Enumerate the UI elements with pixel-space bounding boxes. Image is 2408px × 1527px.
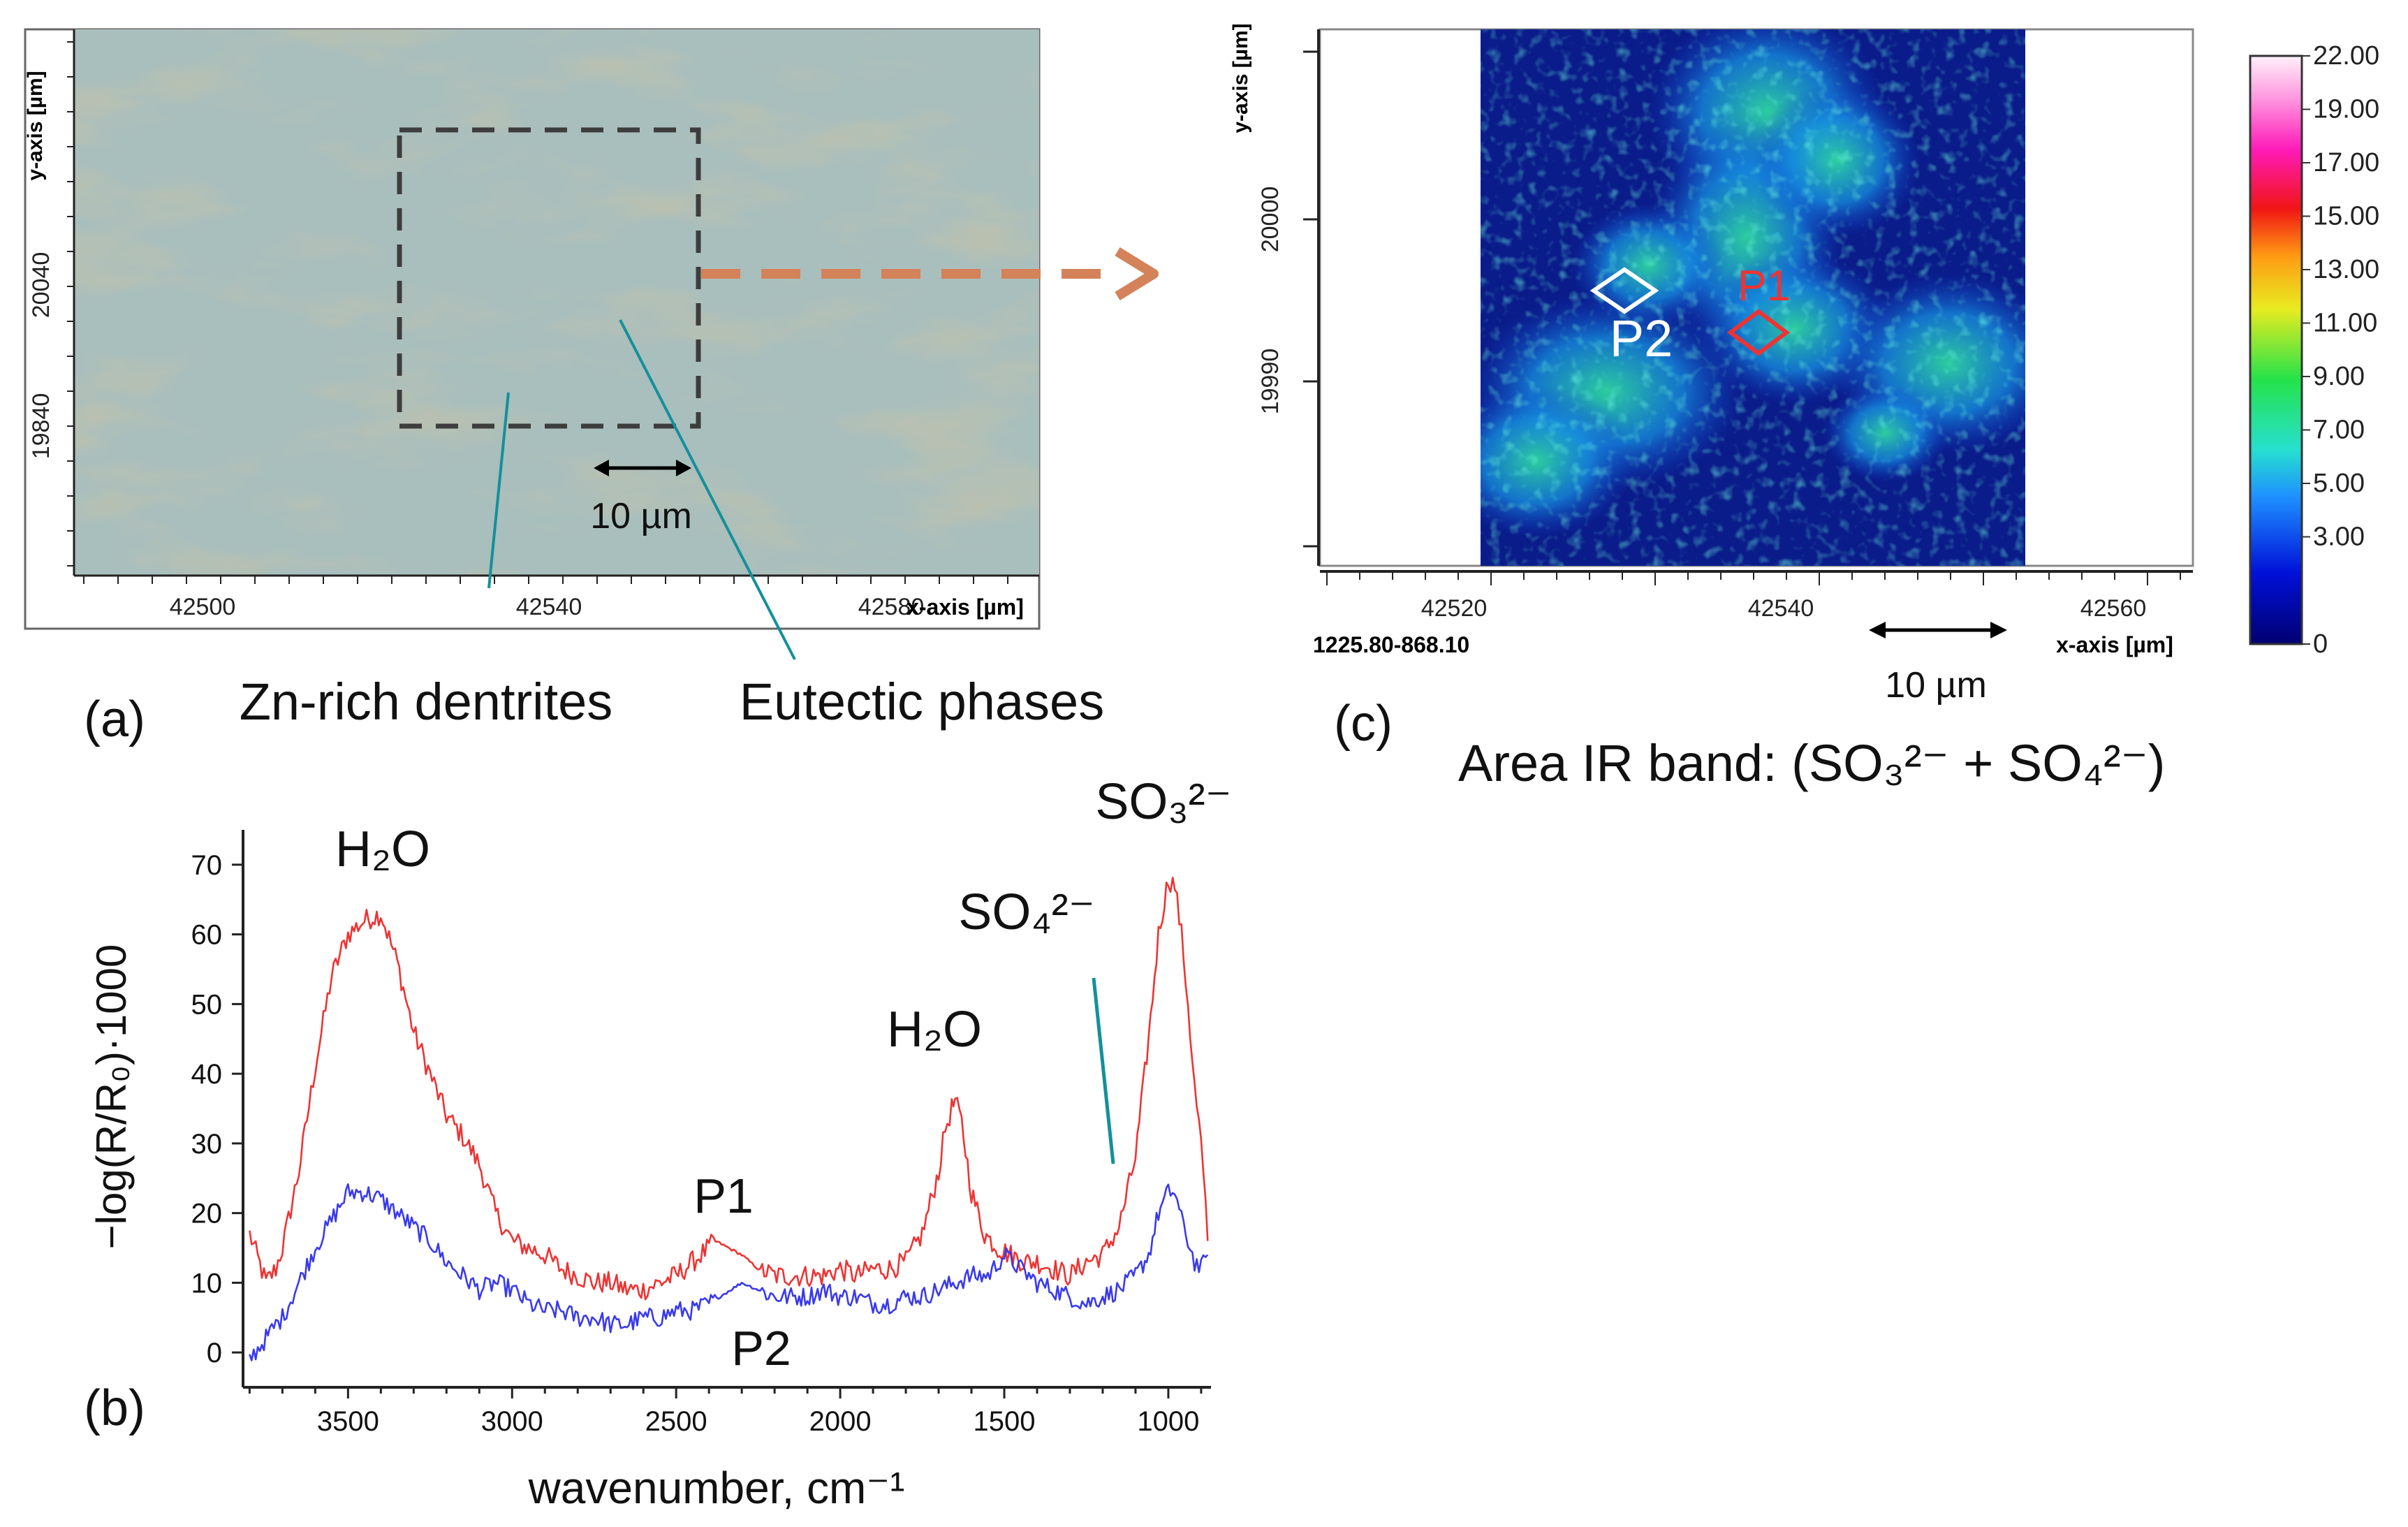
colorbar-tick-label: 11.00 <box>2313 309 2377 338</box>
panel-c-x-tick-42560: 42560 <box>2080 595 2147 622</box>
spectrum-x-tick-label: 2500 <box>645 1406 707 1437</box>
annotation-h2o-high: H₂O <box>335 821 430 877</box>
spectrum-series <box>249 877 1209 1361</box>
colorbar-tick-label: 15.00 <box>2313 202 2379 231</box>
spectrum-series-p1 <box>249 877 1209 1301</box>
panel-c-x-tick-42540: 42540 <box>1748 595 1814 622</box>
colorbar-tick-label: 17.00 <box>2313 148 2379 177</box>
spectrum-y-tick-label: 20 <box>191 1199 223 1229</box>
spectrum-x-tick-label: 1000 <box>1137 1406 1199 1437</box>
annotation-p2: P2 <box>731 1321 791 1375</box>
panel-c-label: (c) <box>1334 696 1393 752</box>
spectrum-x-tick-label: 3000 <box>481 1406 543 1437</box>
colorbar-tick-label: 13.00 <box>2313 255 2379 284</box>
panel-a-x-axis-label: x-axis [µm] <box>906 594 1024 620</box>
panel-c-y-tick-20000: 20000 <box>1257 187 1284 253</box>
callout-dendrites-line <box>487 392 510 589</box>
marker-p2-diamond <box>1590 267 1659 314</box>
spectrum-y-tick-label: 30 <box>191 1129 223 1160</box>
panel-a-x-tick-42500: 42500 <box>170 594 236 620</box>
panel-c-x-tick-42520: 42520 <box>1421 595 1488 622</box>
colorbar-tick-label: 3.00 <box>2313 523 2365 552</box>
spectrum-tick-labels: 0 10 20 30 40 50 60 70 3500 3000 2500 2000 1500 1000 <box>191 850 1200 1437</box>
annotation-p1: P1 <box>693 1169 754 1223</box>
spectrum-series-p2 <box>249 1183 1209 1361</box>
panel-c-caption: Area IR band: (SO₃²⁻ + SO₄²⁻) <box>1458 734 2165 792</box>
panel-c-minor-ticks <box>1303 50 2181 585</box>
link-arrow <box>701 247 1159 300</box>
colorbar <box>2249 54 2303 645</box>
ir-map-hotspots <box>1481 29 2025 566</box>
colorbar-tick-label: 7.00 <box>2313 416 2365 445</box>
panel-b-label: (b) <box>84 1380 145 1436</box>
marker-p2-label: P2 <box>1610 309 1673 367</box>
spectrum-y-tick-label: 40 <box>191 1059 223 1090</box>
spectrum-y-tick-label: 70 <box>191 850 223 881</box>
marker-p1-diamond <box>1727 309 1790 356</box>
panel-a-x-tick-42540: 42540 <box>516 594 582 620</box>
callout-eutectic-label: Eutectic phases <box>740 673 1104 731</box>
callout-eutectic-line <box>619 319 796 660</box>
panel-a-y-tick-20040: 20040 <box>28 252 54 319</box>
panel-c-scale-bar <box>1869 622 2007 638</box>
selection-box <box>397 127 701 429</box>
colorbar-tick-label: 9.00 <box>2313 362 2365 391</box>
spectrum-y-tick-label: 10 <box>191 1268 223 1299</box>
annotation-h2o-low: H₂O <box>887 1002 982 1058</box>
spectrum-y-axis-label: −log(R/R₀)·1000 <box>88 944 135 1250</box>
panel-a-scale-label: 10 µm <box>590 496 692 536</box>
colorbar-tick-label: 5.00 <box>2313 469 2365 498</box>
panel-c-y-axis-label: y-axis [µm] <box>1229 23 1252 133</box>
colorbar-tick-label: 19.00 <box>2313 95 2379 124</box>
panel-c: P1 P2 y-axis [µm] 20000 19990 42520 4254… <box>1229 23 2379 792</box>
panel-c-scale-label: 10 µm <box>1885 665 1987 706</box>
panel-a-scale-bar <box>594 460 691 476</box>
colorbar-tick-label: 22.00 <box>2313 41 2379 71</box>
so4-pointer-line <box>1092 977 1115 1164</box>
spectrum-x-tick-label: 1500 <box>974 1406 1036 1437</box>
annotation-so4: SO₄²⁻ <box>958 884 1094 940</box>
spectrum-x-tick-label: 2000 <box>809 1406 872 1437</box>
annotation-so3: SO₃²⁻ <box>1095 774 1231 830</box>
panel-a-minor-ticks <box>67 41 1008 584</box>
panel-c-y-tick-19990: 19990 <box>1257 349 1284 415</box>
callout-dendrites-label: Zn-rich dentrites <box>240 673 613 731</box>
panel-a-label: (a) <box>84 692 145 747</box>
panel-c-x-axis-label: x-axis [µm] <box>2056 632 2173 657</box>
panel-a-x-tick-42580: 42580 <box>858 594 925 620</box>
spectrum-y-tick-label: 50 <box>191 989 223 1020</box>
spectrum-ticks <box>232 863 1203 1398</box>
spectrum-y-tick-label: 60 <box>191 920 223 951</box>
panel-a-y-axis-label: y-axis [µm] <box>24 71 47 180</box>
marker-p1-label: P1 <box>1738 262 1791 310</box>
colorbar-tick-label: 0 <box>2313 629 2328 659</box>
colorbar-ticks: 22.00 19.00 17.00 15.00 13.00 11.00 9.00 7.00 5.… <box>2302 41 2379 659</box>
panel-a-y-tick-19840: 19840 <box>28 393 54 460</box>
panel-a: y-axis [µm] 20040 19840 42500 42540 4258… <box>24 28 1159 747</box>
spectrum-x-axis-label: wavenumber, cm⁻¹ <box>528 1463 905 1513</box>
spectrum-x-tick-label: 3500 <box>317 1406 379 1437</box>
spectrum-y-tick-label: 0 <box>207 1338 222 1368</box>
micrograph-image <box>74 29 1039 576</box>
panel-c-range-note: 1225.80-868.10 <box>1313 632 1469 657</box>
